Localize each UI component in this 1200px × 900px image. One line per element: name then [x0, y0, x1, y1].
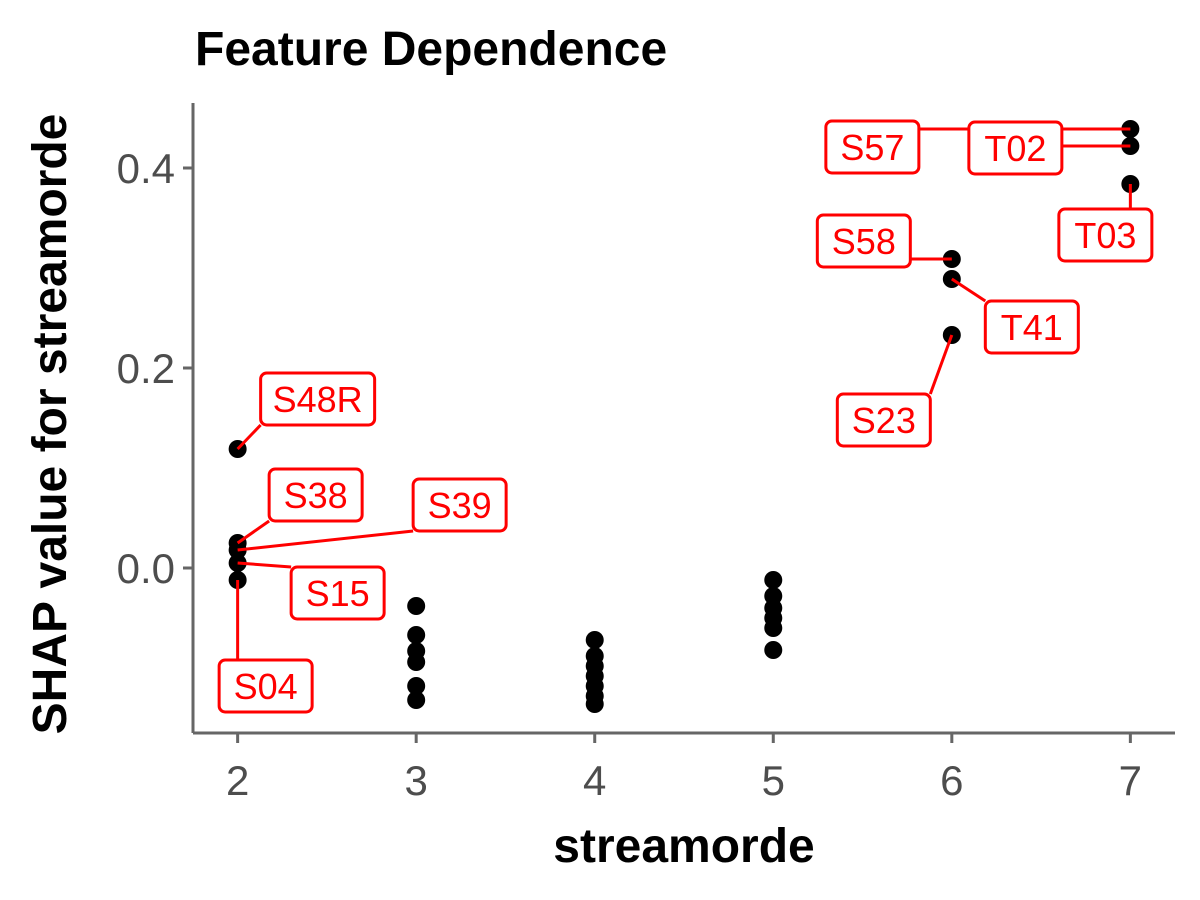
x-tick-label: 7 — [1119, 757, 1142, 804]
label-text: S04 — [234, 666, 298, 707]
x-axis: 2 3 4 5 6 7 — [193, 731, 1175, 804]
label-leader-line — [236, 519, 270, 545]
label-text: S38 — [284, 475, 348, 516]
label-box — [411, 477, 508, 533]
data-point — [407, 653, 426, 671]
x-tick-label: 5 — [762, 757, 785, 804]
y-tick-label: 0.0 — [117, 545, 175, 592]
label-text: S58 — [832, 221, 896, 262]
point-label: T03 — [1057, 207, 1154, 263]
y-ticks: 0.0 0.2 0.4 — [117, 145, 193, 592]
data-point — [585, 631, 604, 649]
data-point — [407, 597, 426, 615]
point-labels: S48R S38 S39 S15 S04 S58 T41 S23 S57 T02 T03 — [217, 119, 1154, 714]
point-label: T41 — [983, 299, 1080, 355]
x-tick-label: 2 — [226, 757, 249, 804]
label-text: S48R — [273, 379, 363, 420]
label-box — [835, 392, 932, 448]
label-text: T03 — [1074, 215, 1136, 256]
point-label: S48R — [259, 371, 377, 427]
y-tick-label: 0.2 — [117, 345, 175, 392]
label-box — [983, 299, 1080, 355]
point-label: S58 — [815, 213, 912, 269]
label-text: S23 — [852, 400, 916, 441]
label-box — [289, 565, 386, 621]
point-label: S15 — [289, 565, 386, 621]
label-leader-line — [237, 561, 292, 569]
x-ticks: 2 3 4 5 6 7 — [226, 733, 1142, 804]
point-label: S57 — [824, 119, 921, 175]
label-leader-line — [950, 277, 987, 303]
data-point — [764, 571, 783, 589]
label-text: S57 — [840, 127, 904, 168]
x-tick-label: 4 — [583, 757, 606, 804]
label-text: S39 — [428, 485, 492, 526]
label-text: T41 — [1001, 307, 1063, 348]
label-leader-line — [236, 423, 262, 451]
data-point — [407, 677, 426, 695]
label-text: S15 — [306, 573, 370, 614]
y-tick-label: 0.4 — [117, 145, 175, 192]
data-point — [764, 641, 783, 659]
point-label: T02 — [967, 120, 1064, 176]
data-point — [407, 691, 426, 709]
y-axis-title: SHAP value for streamorde — [24, 114, 77, 735]
label-box — [967, 120, 1064, 176]
point-label: S04 — [217, 658, 314, 714]
x-tick-label: 3 — [405, 757, 428, 804]
data-point — [585, 695, 604, 713]
label-box — [259, 371, 377, 427]
y-axis: 0.0 0.2 0.4 — [117, 103, 195, 733]
label-box — [824, 119, 921, 175]
label-text: T02 — [984, 128, 1046, 169]
x-tick-label: 6 — [940, 757, 963, 804]
label-box — [267, 467, 364, 523]
chart-title: Feature Dependence — [195, 23, 667, 76]
label-box — [815, 213, 912, 269]
point-label: S38 — [267, 467, 364, 523]
label-box — [1057, 207, 1154, 263]
point-label: S39 — [411, 477, 508, 533]
data-point — [407, 626, 426, 644]
data-point — [764, 619, 783, 637]
x-axis-title: streamorde — [553, 820, 814, 873]
label-leader-line — [928, 334, 954, 395]
point-label: S23 — [835, 392, 932, 448]
label-leader-line — [237, 529, 414, 552]
label-box — [217, 658, 314, 714]
